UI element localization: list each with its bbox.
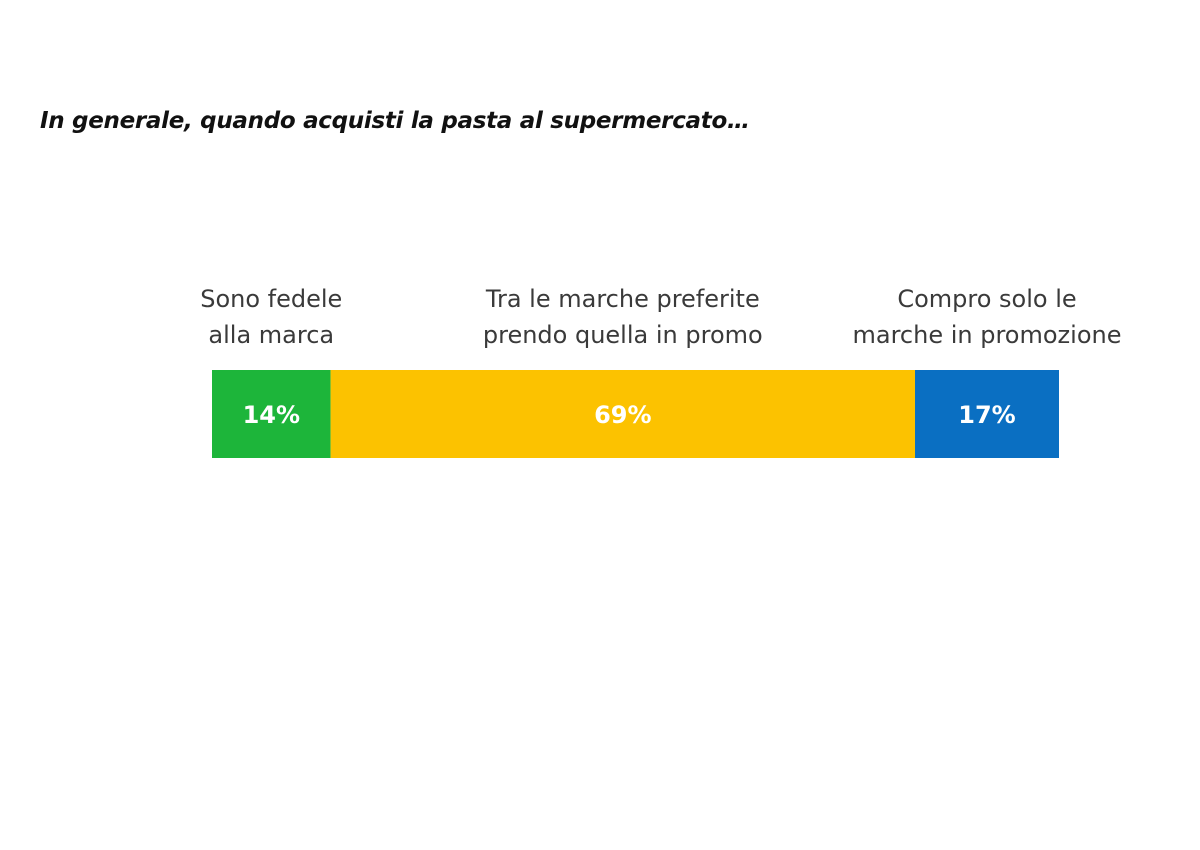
chart-title: In generale, quando acquisti la pasta al… (40, 108, 750, 134)
category-label-2-line-1: Tra le marche preferite (485, 285, 760, 313)
bar-segment-3 (915, 370, 1059, 458)
category-label-2-line-2: prendo quella in promo (483, 321, 763, 349)
category-label-3-line-2: marche in promozione (853, 321, 1122, 349)
value-label-3: 17% (958, 401, 1015, 429)
value-label-1: 14% (243, 401, 300, 429)
category-label-1-line-2: alla marca (208, 321, 334, 349)
category-label-1-line-1: Sono fedele (200, 285, 342, 313)
bar-segment-2 (330, 370, 916, 458)
value-label-2: 69% (594, 401, 651, 429)
category-label-3-line-1: Compro solo le (897, 285, 1076, 313)
bar-segment-1 (212, 370, 331, 458)
